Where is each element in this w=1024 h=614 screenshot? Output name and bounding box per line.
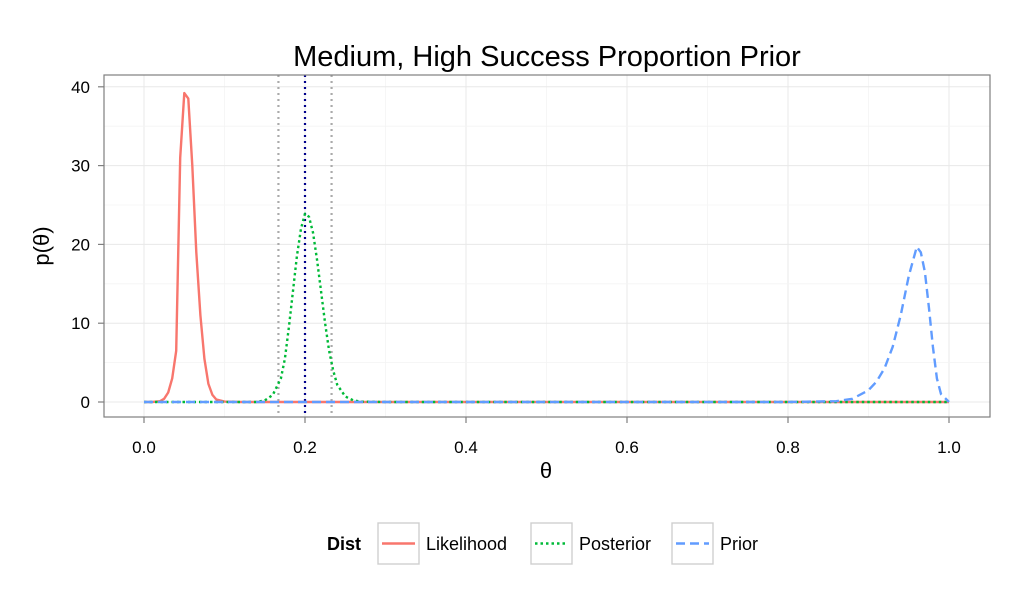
series-line-prior: [144, 245, 950, 404]
legend: Dist Likelihood Posterior Prior: [327, 522, 758, 565]
y-tick-label: 10: [71, 314, 90, 333]
y-tick-label: 20: [71, 235, 90, 254]
legend-item-posterior: Posterior: [530, 522, 651, 565]
legend-item-likelihood: Likelihood: [377, 522, 507, 565]
y-tick-label: 0: [81, 393, 90, 412]
y-axis-title: p(θ): [29, 226, 54, 265]
x-axis: 0.0 0.2 0.4 0.6 0.8 1.0: [132, 417, 961, 457]
x-tick-label: 1.0: [937, 438, 961, 457]
x-tick-label: 0.4: [454, 438, 478, 457]
grid: [104, 75, 990, 417]
x-tick-label: 0.8: [776, 438, 800, 457]
legend-label: Prior: [720, 534, 758, 554]
legend-title: Dist: [327, 534, 361, 554]
legend-label: Likelihood: [426, 534, 507, 554]
y-tick-label: 40: [71, 78, 90, 97]
y-tick-label: 30: [71, 157, 90, 176]
x-tick-label: 0.2: [293, 438, 317, 457]
legend-label: Posterior: [579, 534, 651, 554]
x-axis-title: θ: [540, 458, 552, 483]
chart-title: Medium, High Success Proportion Prior: [293, 41, 801, 73]
legend-item-prior: Prior: [671, 522, 758, 565]
series-line-posterior: [144, 212, 949, 404]
series-lines: [144, 91, 950, 404]
x-tick-label: 0.0: [132, 438, 156, 457]
plot-border: [103, 74, 991, 418]
x-tick-label: 0.6: [615, 438, 639, 457]
y-axis: 0 10 20 30 40: [71, 78, 104, 412]
